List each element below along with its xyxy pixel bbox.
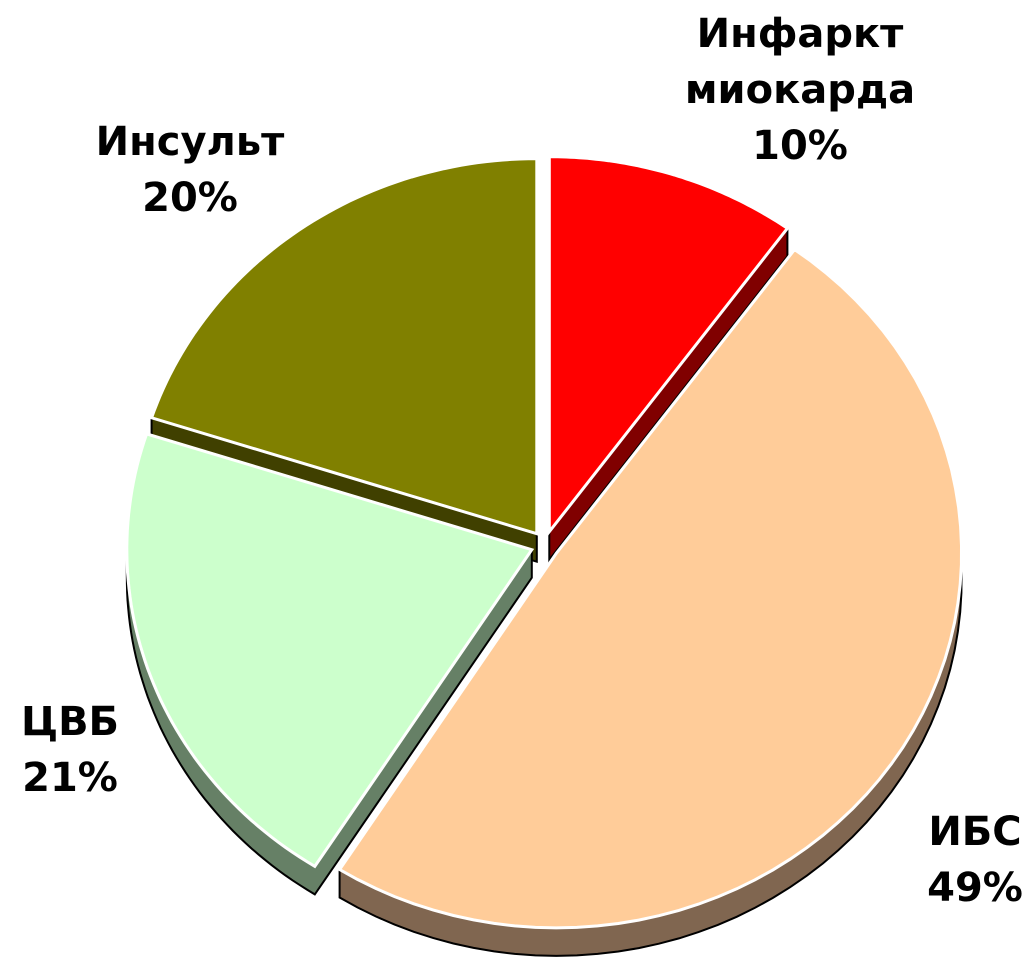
- value-label: 10%: [752, 123, 848, 169]
- slice: [547, 155, 790, 537]
- slice-label: Инсульт 20%: [60, 114, 320, 226]
- value-label: 21%: [22, 755, 118, 801]
- value-label: 49%: [927, 865, 1023, 911]
- category-label: ЦВБ: [20, 699, 120, 745]
- slice: [337, 247, 964, 930]
- slice-label: Инфаркт миокарда 10%: [675, 6, 925, 174]
- category-label: Инфаркт миокарда: [684, 11, 916, 113]
- slice: [149, 157, 539, 536]
- category-label: ИБС: [928, 809, 1022, 855]
- category-label: Инсульт: [95, 119, 285, 165]
- slice-label: ИБС 49%: [845, 804, 1034, 916]
- value-label: 20%: [142, 175, 238, 221]
- slice-label: ЦВБ 21%: [0, 694, 200, 806]
- slice: [125, 432, 535, 869]
